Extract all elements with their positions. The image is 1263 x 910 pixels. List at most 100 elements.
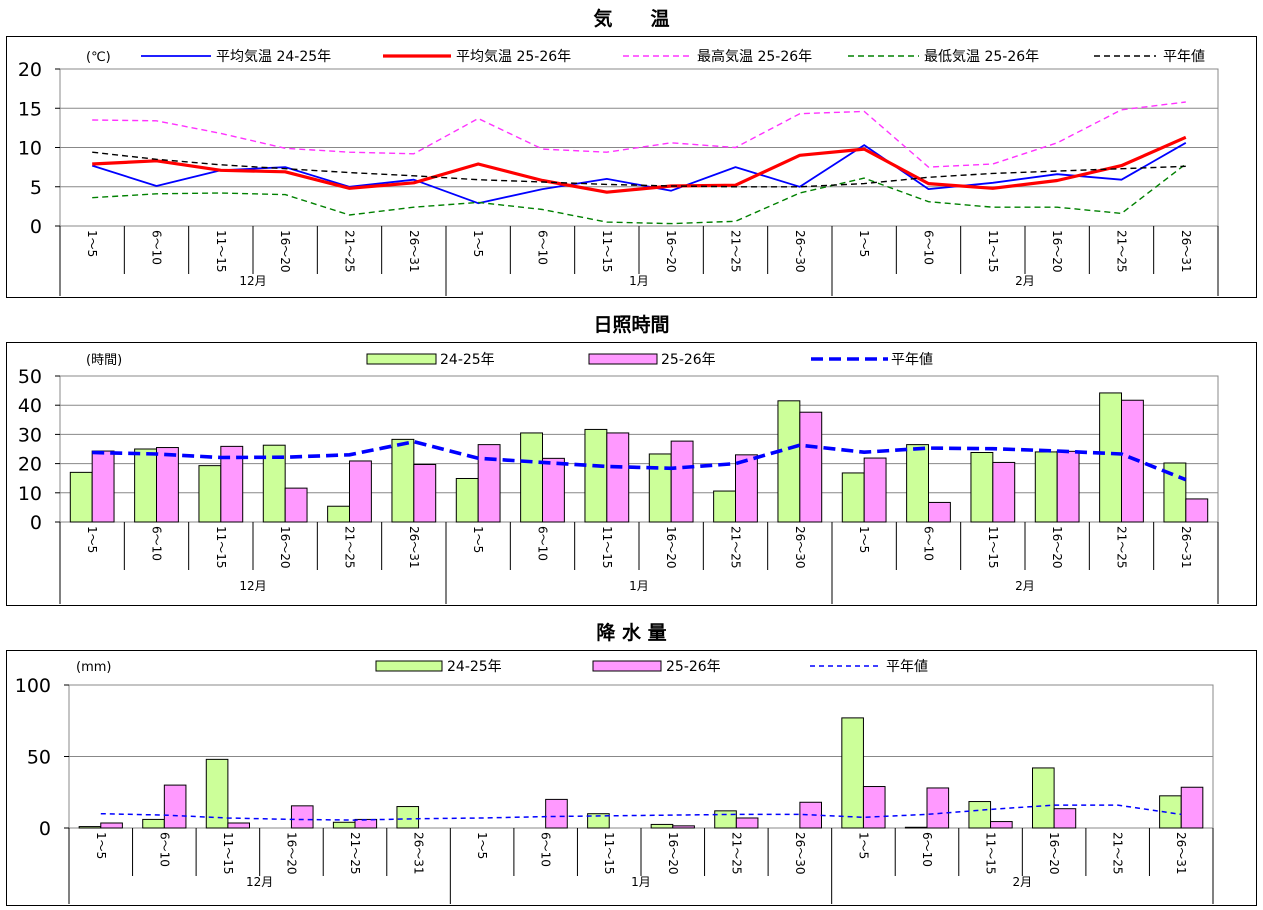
legend-swatch [592,660,662,672]
bar [100,822,123,829]
bar [198,465,222,523]
legend-label: 25-26年 [666,659,721,675]
legend-swatch [366,353,437,365]
x-tick-label: 6～10 [157,832,171,867]
temperature-chart-title: 気 温 [593,8,670,30]
x-tick-label: 6～10 [150,230,164,265]
y-tick-label: 5 [30,177,42,199]
bar [968,801,992,829]
series-line [100,804,1182,821]
x-tick-label: 11～15 [221,832,235,875]
series-line [92,135,1187,194]
x-tick-label: 26～30 [793,230,807,273]
bar [542,457,565,523]
month-label: 1月 [631,875,651,889]
x-tick-label: 26～31 [407,230,421,273]
bar [1185,498,1209,523]
bar [650,823,674,829]
x-tick-label: 16～20 [1050,230,1064,273]
x-tick-label: 21～25 [1111,832,1125,875]
x-tick-label: 26～31 [412,832,426,875]
month-label: 12月 [246,875,273,889]
x-tick-label: 26～30 [793,832,807,875]
bar [327,505,351,523]
y-tick-label: 30 [18,424,42,446]
temperature-chart: 0 5 10 15 20 (℃) 1～5 6～10 11～15 16～20 21～25 26～31 1～… [6,36,1257,298]
x-tick-label: 16～20 [278,526,292,569]
bar [1056,450,1080,523]
bar [928,501,951,523]
bar [904,826,928,829]
x-tick-label: 21～25 [343,230,357,273]
legend-swatch [588,353,658,365]
x-tick-label: 6～10 [150,526,164,561]
bar [606,432,630,523]
bar [1099,392,1123,523]
x-tick-label: 16～20 [284,832,298,875]
precipitation-chart: 0 50 100 (mm) 1～5 6～10 11～15 16～20 21～25 26～31 1～5… [6,650,1257,906]
bar [841,717,864,829]
bar [862,786,886,829]
y-unit-label: (mm) [76,660,111,675]
legend-label: 平均気温 25-26年 [456,49,571,65]
x-tick-label: 21～25 [343,526,357,569]
bar [290,805,314,829]
x-tick-label: 1～5 [85,526,99,553]
x-tick-label: 6～10 [920,832,934,867]
legend-label: 平年値 [1163,49,1205,65]
x-tick-label: 16～20 [664,526,678,569]
y-tick-label: 0 [30,512,42,534]
bar [906,444,929,523]
bar [1180,786,1204,829]
x-tick-label: 21～25 [729,526,743,569]
x-tick-label: 6～10 [536,526,550,561]
bar [970,452,994,523]
x-tick-label: 6～10 [536,230,550,265]
bar [545,798,568,829]
x-tick-label: 11～15 [986,526,1000,569]
legend-label: 平年値 [886,659,928,675]
bar [714,810,737,829]
bar [396,806,420,829]
bar [332,821,356,829]
legend-label: 最高気温 25-26年 [697,48,812,65]
x-tick-label: 1～5 [857,230,871,257]
bar [477,444,501,523]
bar [142,818,165,829]
bar [220,445,244,523]
bar [672,825,695,829]
bar [262,444,286,523]
x-tick-label: 21～25 [729,230,743,273]
y-tick-label: 20 [18,454,42,476]
bar [1032,767,1055,829]
bar [69,471,93,523]
series-line [92,439,1187,482]
bar [455,477,479,523]
x-tick-label: 26～31 [1179,526,1193,569]
y-tick-label: 0 [30,216,42,238]
month-label: 2月 [1015,579,1035,593]
bar [227,822,250,829]
x-tick-label: 21～25 [1115,230,1129,273]
bar [391,438,415,523]
y-tick-label: 15 [18,98,42,120]
y-tick-label: 10 [18,483,42,505]
month-label: 2月 [1013,875,1033,889]
legend-label: 最低気温 25-26年 [924,49,1039,65]
bar [735,817,759,829]
month-label: 1月 [629,274,649,288]
bar [1053,808,1077,829]
legend-label: 平均気温 24-25年 [216,49,331,65]
x-tick-label: 26～30 [793,526,807,569]
bar [863,457,887,523]
x-tick-label: 11～15 [214,230,228,273]
x-tick-label: 1～5 [471,526,485,553]
x-tick-label: 1～5 [475,832,489,859]
bar [926,787,950,829]
x-tick-label: 1～5 [856,832,870,859]
bar [78,826,102,829]
precipitation-chart-title: 降 水 量 [596,622,667,644]
bar [670,440,694,523]
bar [713,490,736,523]
bar [284,487,308,523]
